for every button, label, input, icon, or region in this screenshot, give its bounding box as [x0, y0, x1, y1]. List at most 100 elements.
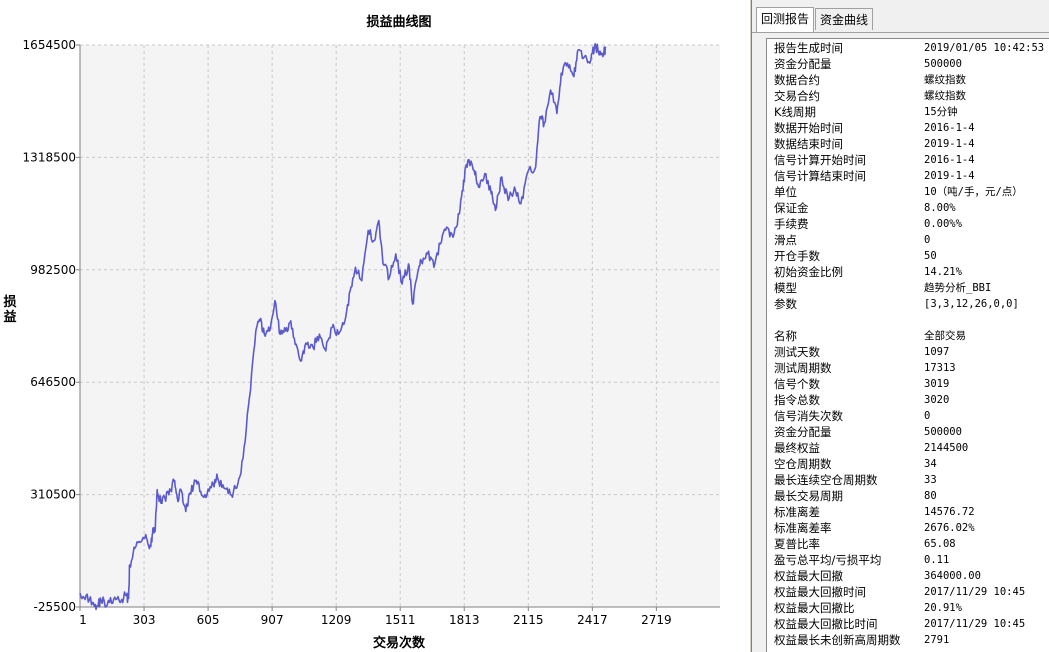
- report-key: 指令总数: [774, 393, 820, 407]
- report-row[interactable]: 权益最大回撤比 20.91%: [767, 600, 1049, 616]
- report-row[interactable]: 权益最大回撤 364000.00: [767, 568, 1049, 584]
- report-row[interactable]: 标准离差率 2676.02%: [767, 520, 1049, 536]
- report-value: 15分钟: [924, 106, 958, 118]
- x-tick-label: 303: [133, 613, 156, 627]
- report-row[interactable]: 权益最大回撤比时间 2017/11/29 10:45: [767, 616, 1049, 632]
- report-value: 3019: [924, 378, 950, 390]
- report-row[interactable]: 滑点 0: [767, 232, 1049, 248]
- report-panel: 回测报告 资金曲线 报告生成时间 2019/01/05 10:42:53 资金分配量…: [752, 0, 1049, 652]
- report-key: 保证金: [774, 201, 809, 215]
- y-axis-label: 损益: [3, 294, 16, 325]
- report-row[interactable]: 盈亏总平均/亏损平均 0.11: [767, 552, 1049, 568]
- report-key: 开仓手数: [774, 249, 820, 263]
- report-value: 2019-1-4: [924, 138, 975, 150]
- report-key: 初始资金比例: [774, 265, 843, 279]
- report-value: 3020: [924, 394, 950, 406]
- report-row[interactable]: 名称 全部交易: [767, 328, 1049, 344]
- report-row[interactable]: 手续费 0.00%%: [767, 216, 1049, 232]
- report-value: 2017/11/29 10:45: [924, 586, 1026, 598]
- x-tick-label: 2115: [513, 613, 544, 627]
- report-row[interactable]: 权益最大回撤时间 2017/11/29 10:45: [767, 584, 1049, 600]
- report-key: 信号个数: [774, 377, 820, 391]
- x-tick-label: 1: [79, 613, 87, 627]
- tab-backtest-report[interactable]: 回测报告: [756, 7, 815, 32]
- report-key: 交易合约: [774, 89, 820, 103]
- report-row[interactable]: 参数 [3,3,12,26,0,0]: [767, 296, 1049, 312]
- report-key: 数据结束时间: [774, 137, 843, 151]
- x-tick-label: 605: [197, 613, 220, 627]
- report-key: 盈亏总平均/亏损平均: [774, 553, 882, 567]
- tab-equity-curve[interactable]: 资金曲线: [815, 8, 874, 30]
- report-value: 2144500: [924, 442, 969, 454]
- report-key: 标准离差: [774, 505, 820, 519]
- report-value: 0.00%%: [924, 218, 962, 230]
- report-row[interactable]: 最长交易周期 80: [767, 488, 1049, 504]
- axes: -25500 310500 646500 982500 1318500 1654500 1 3…: [23, 38, 720, 627]
- y-tick-label: 1318500: [23, 150, 76, 164]
- report-row[interactable]: K线周期 15分钟: [767, 104, 1049, 120]
- report-row[interactable]: 信号计算开始时间 2016-1-4: [767, 152, 1049, 168]
- report-key: 滑点: [774, 233, 797, 247]
- report-key: 信号消失次数: [774, 409, 843, 423]
- report-value: 17313: [924, 362, 956, 374]
- y-tick-label: 1654500: [23, 38, 76, 52]
- report-row[interactable]: 空仓周期数 34: [767, 456, 1049, 472]
- splitter[interactable]: [749, 0, 752, 652]
- y-axis-label-char: 益: [3, 309, 16, 325]
- report-row[interactable]: 指令总数 3020: [767, 392, 1049, 408]
- report-value: 0: [924, 410, 931, 422]
- y-tick-label: 982500: [30, 263, 76, 277]
- equity-chart: -25500 310500 646500 982500 1318500 1654500 1 3…: [3, 14, 720, 651]
- report-value: 10（吨/手，元/点）: [924, 186, 1023, 198]
- equity-line: [79, 43, 607, 611]
- report-row[interactable]: 标准离差 14576.72: [767, 504, 1049, 520]
- report-row[interactable]: 夏普比率 65.08: [767, 536, 1049, 552]
- report-row[interactable]: 测试周期数 17313: [767, 360, 1049, 376]
- report-value: 2019-1-4: [924, 170, 975, 182]
- report-row[interactable]: 数据开始时间 2016-1-4: [767, 120, 1049, 136]
- report-row[interactable]: 信号个数 3019: [767, 376, 1049, 392]
- report-row[interactable]: 开仓手数 50: [767, 248, 1049, 264]
- report-key: 最终权益: [774, 441, 820, 455]
- report-key: 测试天数: [774, 345, 820, 359]
- y-tick-label: 310500: [30, 488, 76, 502]
- report-row[interactable]: 初始资金比例 14.21%: [767, 264, 1049, 280]
- report-key: 测试周期数: [774, 361, 832, 375]
- report-row[interactable]: 交易合约 螺纹指数: [767, 88, 1049, 104]
- report-key: 最长交易周期: [774, 489, 843, 503]
- report-key: 模型: [774, 281, 797, 295]
- report-row[interactable]: 单位 10（吨/手，元/点）: [767, 184, 1049, 200]
- report-key: 手续费: [774, 217, 809, 231]
- report-row[interactable]: 模型 趋势分析_BBI: [767, 280, 1049, 296]
- report-row[interactable]: 报告生成时间 2019/01/05 10:42:53: [767, 40, 1049, 56]
- y-axis-label-char: 损: [3, 294, 16, 310]
- report-key: 数据合约: [774, 73, 820, 87]
- chart-title: 损益曲线图: [366, 14, 431, 30]
- report-value: 1097: [924, 346, 950, 358]
- report-row[interactable]: 资金分配量 500000: [767, 424, 1049, 440]
- report-value: [3,3,12,26,0,0]: [924, 298, 1019, 310]
- report-value: 34: [924, 458, 937, 470]
- report-list: 报告生成时间 2019/01/05 10:42:53 资金分配量 500000 数据合约…: [766, 38, 1049, 652]
- report-row[interactable]: 资金分配量 500000: [767, 56, 1049, 72]
- report-value: 2676.02%: [924, 522, 975, 534]
- report-key: 单位: [774, 185, 797, 199]
- report-row[interactable]: 信号计算结束时间 2019-1-4: [767, 168, 1049, 184]
- report-key: 最长连续空仓周期数: [774, 473, 878, 487]
- report-row[interactable]: 信号消失次数 0: [767, 408, 1049, 424]
- tab-bar: 回测报告 资金曲线: [752, 7, 1049, 32]
- report-row[interactable]: 保证金 8.00%: [767, 200, 1049, 216]
- report-row[interactable]: 最终权益 2144500: [767, 440, 1049, 456]
- report-value: 65.08: [924, 538, 956, 550]
- report-row[interactable]: 权益最长未创新高周期数 2791: [767, 632, 1049, 648]
- report-key: K线周期: [774, 105, 817, 119]
- report-row[interactable]: 数据合约 螺纹指数: [767, 72, 1049, 88]
- report-value: 80: [924, 490, 937, 502]
- report-row[interactable]: 测试天数 1097: [767, 344, 1049, 360]
- report-value: 螺纹指数: [924, 90, 966, 102]
- report-key: 权益最大回撤比时间: [774, 617, 878, 631]
- report-value: 2016-1-4: [924, 122, 975, 134]
- report-row[interactable]: [767, 312, 1049, 328]
- report-row[interactable]: 数据结束时间 2019-1-4: [767, 136, 1049, 152]
- report-row[interactable]: 最长连续空仓周期数 33: [767, 472, 1049, 488]
